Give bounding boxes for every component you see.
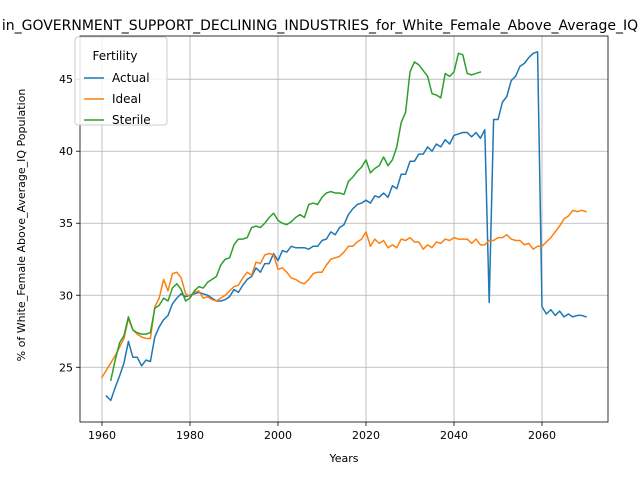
series-line-sterile: [109, 52, 482, 382]
x-tick-label: 1980: [176, 429, 204, 442]
x-axis-label: Years: [328, 452, 358, 465]
y-tick-label: 25: [59, 361, 73, 374]
plot-frame: [79, 35, 609, 423]
legend-box: [74, 36, 168, 126]
legend: Fertility Actual Ideal Sterile: [74, 36, 168, 127]
y-tick-label: 40: [59, 145, 73, 158]
x-tick-label: 2040: [440, 429, 468, 442]
y-tick-label: 45: [59, 73, 73, 86]
y-axis: 25 30 35 40 45: [59, 73, 80, 374]
x-axis: 1960 1980 2000 2020 2040 2060: [88, 422, 556, 442]
y-axis-label: % of White_Female Above_Average_IQ Popul…: [15, 89, 28, 362]
series-line-actual: [105, 51, 587, 402]
x-tick-label: 2000: [264, 429, 292, 442]
x-tick-label: 2020: [352, 429, 380, 442]
x-tick-label: 2060: [528, 429, 556, 442]
chart-title: in_GOVERNMENT_SUPPORT_DECLINING_INDUSTRI…: [2, 18, 638, 34]
legend-label-actual: Actual: [112, 71, 150, 85]
legend-label-ideal: Ideal: [112, 92, 141, 106]
y-tick-label: 35: [59, 217, 73, 230]
grid-lines: [80, 36, 608, 422]
plot-area: [80, 36, 608, 422]
series-line-ideal: [100, 209, 587, 379]
x-tick-label: 1960: [88, 429, 116, 442]
y-tick-label: 30: [59, 289, 73, 302]
series-layer: [100, 51, 587, 402]
legend-label-sterile: Sterile: [112, 113, 151, 127]
legend-title: Fertility: [92, 49, 137, 63]
legend-items: Actual Ideal Sterile: [84, 71, 151, 127]
